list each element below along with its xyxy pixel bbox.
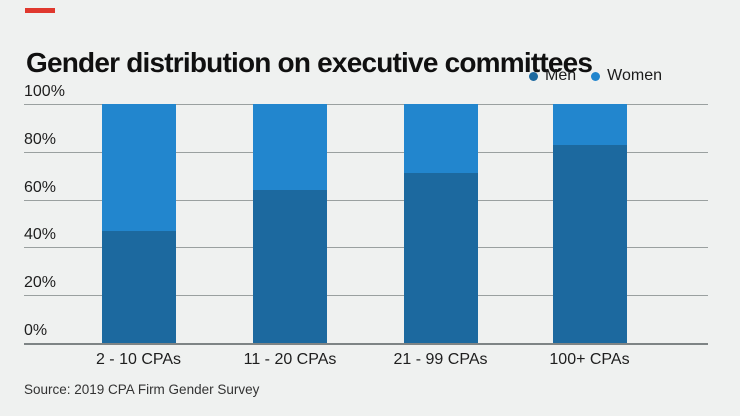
legend-item-men: Men [529, 67, 576, 85]
x-axis-category-label: 11 - 20 CPAs [243, 351, 337, 368]
bar-segment-men [552, 144, 627, 343]
bar-segment-men [253, 190, 327, 343]
legend: Men Women [529, 66, 662, 86]
bar-segment-women [552, 104, 627, 145]
gridline [24, 199, 708, 201]
legend-dot-icon [529, 71, 539, 81]
bar-segment-women [253, 104, 327, 191]
bar-segment-women [403, 104, 478, 174]
legend-label: Men [545, 67, 577, 84]
x-axis-category-label: 21 - 99 CPAs [393, 351, 488, 368]
gridline [24, 295, 708, 297]
y-axis-tick-label: 0% [24, 322, 48, 339]
x-axis-line [24, 343, 708, 345]
bar-segment-women [101, 104, 176, 231]
bar-segment-men [101, 230, 176, 343]
y-axis-tick-label: 20% [24, 274, 57, 292]
y-axis-tick-label: 100% [24, 83, 65, 100]
x-axis-category-label: 2 - 10 CPAs [95, 351, 182, 368]
brand-accent-bar [25, 8, 55, 13]
legend-dot-icon [591, 71, 601, 81]
gridline [24, 104, 708, 105]
y-axis-tick-label: 80% [24, 130, 57, 148]
source-note: Source: 2019 CPA Firm Gender Survey [24, 382, 260, 397]
gridline [24, 247, 708, 249]
legend-label: Women [607, 67, 662, 84]
x-axis-category-label: 100+ CPAs [549, 351, 630, 368]
gridline [24, 151, 708, 153]
legend-item-women: Women [591, 67, 662, 85]
y-axis-tick-label: 40% [24, 226, 57, 244]
bar-segment-men [403, 173, 478, 343]
chart-title: Gender distribution on executive committ… [26, 46, 593, 78]
y-axis-tick-label: 60% [24, 178, 57, 196]
